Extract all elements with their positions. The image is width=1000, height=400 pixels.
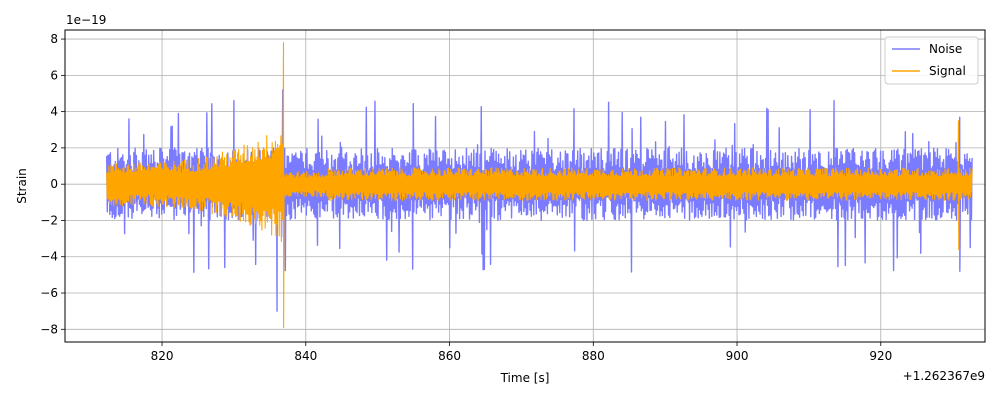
y-tick-label: −4: [40, 250, 58, 264]
y-tick-label: −6: [40, 286, 58, 300]
y-tick-label: 0: [50, 177, 58, 191]
y-tick-label: 8: [50, 32, 58, 46]
y-tick-label: 2: [50, 141, 58, 155]
y-scale-label: 1e−19: [66, 13, 106, 27]
legend: Noise Signal: [884, 36, 979, 85]
y-tick-label: 4: [50, 105, 58, 119]
x-tick-label: 840: [294, 349, 317, 363]
legend-label-noise: Noise: [929, 42, 962, 56]
y-axis-label: Strain: [15, 168, 29, 204]
signal-series: [106, 42, 973, 329]
legend-label-signal: Signal: [929, 64, 966, 78]
x-axis-label: Time [s]: [500, 371, 550, 385]
x-tick-label: 880: [582, 349, 605, 363]
x-tick-label: 860: [438, 349, 461, 363]
y-tick-label: 6: [50, 68, 58, 82]
signal-line: [106, 42, 973, 329]
x-tick-label: 920: [869, 349, 892, 363]
ticks: 820 840 860 880 900 920 −8 −6 −4 −2 0 2 4 6 8: [40, 32, 892, 363]
x-offset-label: +1.262367e9: [903, 369, 985, 383]
plot-frame: [64, 29, 986, 343]
x-tick-label: 900: [726, 349, 749, 363]
y-tick-label: −2: [40, 213, 58, 227]
x-tick-label: 820: [151, 349, 174, 363]
y-tick-label: −8: [40, 322, 58, 336]
